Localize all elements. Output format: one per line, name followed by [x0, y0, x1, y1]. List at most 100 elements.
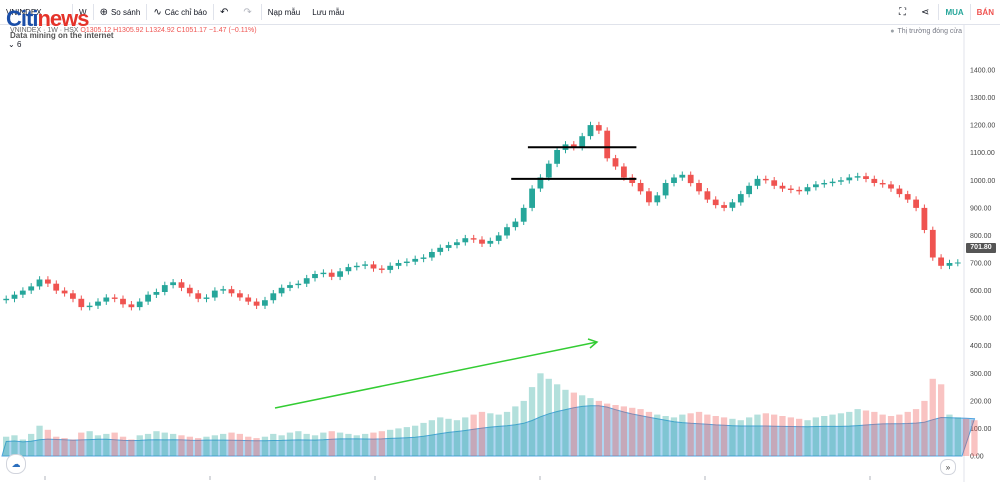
volume-bar [353, 435, 360, 456]
volume-bar [278, 435, 285, 456]
candle-body [136, 301, 143, 308]
volume-bar [612, 405, 619, 456]
interval-selector[interactable]: W [73, 0, 93, 24]
candle-body [11, 294, 18, 299]
toolbar-divider [92, 4, 94, 20]
price-chart[interactable]: 1400.00 1300.00 1200.00 1100.00 1000.00 900.0… [0, 24, 1000, 482]
volume-bar [170, 433, 177, 456]
candle-body [245, 297, 252, 302]
volume-bar [220, 433, 227, 456]
sell-label: BÁN [976, 7, 994, 17]
save-template-label: Lưu mẫu [312, 7, 345, 17]
candle-body [95, 301, 101, 306]
compare-label: So sánh [110, 7, 141, 17]
volume-bar [453, 420, 461, 456]
volume-bar [595, 400, 602, 456]
candle-body [621, 166, 627, 178]
candle-body [178, 282, 185, 288]
candle-body [312, 274, 318, 279]
y-axis-tick-label: 600.00 [970, 288, 992, 295]
candle-body [495, 235, 502, 241]
market-status-label: Thị trường đóng cửa [897, 28, 962, 35]
share-button[interactable]: ⋖ [915, 0, 938, 24]
interval-label: W [79, 7, 87, 17]
indicators-button[interactable]: ∿ Các chỉ báo [147, 0, 213, 24]
candle-body [721, 205, 727, 208]
candle-body [529, 188, 535, 208]
candle-body [687, 174, 694, 184]
candle-body [679, 174, 686, 178]
candle-body [153, 292, 160, 295]
fullscreen-button[interactable]: ⛶ [893, 0, 915, 24]
candle-body [36, 279, 43, 287]
load-template-button[interactable]: Nạp mẫu [262, 0, 306, 24]
volume-bar [512, 406, 519, 456]
candle-body [729, 202, 736, 208]
y-axis-tick-label: 200.00 [970, 398, 992, 405]
volume-bar [61, 438, 68, 456]
volume-bar [403, 427, 410, 456]
candle-body [629, 177, 636, 183]
volume-bar [236, 433, 243, 456]
candle-body [295, 283, 302, 286]
volume-bar [36, 425, 43, 456]
volume-trend-arrowhead [587, 338, 599, 349]
volume-bar [203, 436, 210, 456]
candle-body [328, 272, 335, 277]
volume-bar [896, 414, 903, 456]
toolbar-divider [969, 4, 971, 20]
cloud-save-button[interactable]: ☁ [6, 454, 26, 474]
volume-bar [938, 384, 945, 456]
candle-body [579, 136, 586, 148]
volume-bar [971, 420, 978, 456]
candle-body [954, 262, 961, 264]
volume-bar [178, 435, 185, 456]
y-axis-tick-label: 500.00 [970, 316, 992, 323]
volume-bar [94, 435, 102, 456]
y-axis-tick-label: 900.00 [970, 205, 992, 212]
volume-bar [387, 429, 394, 456]
ohlc-symbol: VNINDEX · 1W · HSX [10, 27, 79, 34]
sell-button[interactable]: BÁN [971, 0, 1000, 24]
volume-bar [554, 384, 561, 456]
candle-body [303, 278, 310, 284]
volume-bar [270, 433, 277, 456]
candle-body [420, 257, 427, 259]
redo-button[interactable]: ↷ [237, 0, 260, 24]
candle-body [270, 293, 277, 301]
volume-bar [3, 436, 10, 456]
y-axis-tick-label: 1300.00 [970, 95, 995, 102]
volume-bar [579, 395, 586, 456]
candle-body [537, 177, 544, 189]
indicator-collapse[interactable]: ⌄ 6 [8, 40, 21, 49]
volume-bar [462, 417, 469, 456]
candle-body [671, 177, 677, 183]
candle-body [646, 191, 652, 203]
candle-body [863, 176, 869, 179]
volume-bar [537, 373, 544, 456]
candle-body [487, 240, 494, 244]
volume-bar [637, 409, 644, 456]
save-template-button[interactable]: Lưu mẫu [306, 0, 350, 24]
candle-body [111, 297, 118, 299]
candle-body [145, 294, 151, 302]
volume-bar [128, 439, 135, 456]
volume-bar [428, 420, 435, 456]
volume-bar [846, 411, 853, 456]
candle-body [587, 125, 594, 137]
candle-body [203, 297, 210, 299]
toolbar-divider [146, 4, 148, 20]
candle-body [604, 130, 611, 159]
citinews-logo: Citinews [6, 6, 89, 31]
compare-button[interactable]: ⊕ So sánh [94, 0, 147, 24]
scroll-to-realtime-button[interactable]: » [940, 459, 956, 475]
undo-button[interactable]: ↶ [214, 0, 237, 24]
candle-body [470, 238, 477, 240]
symbol-selector[interactable]: VNINDEX [0, 0, 72, 24]
volume-trend-arrow [274, 341, 598, 409]
volume-bar [779, 416, 786, 456]
candle-body [445, 245, 452, 248]
volume-bar [261, 436, 269, 456]
buy-button[interactable]: MUA [939, 0, 969, 24]
volume-bar [687, 413, 694, 456]
